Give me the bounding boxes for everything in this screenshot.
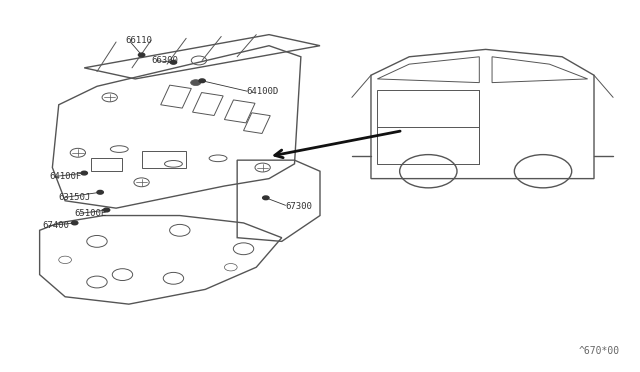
Text: 67300: 67300 [285, 202, 312, 211]
Text: 64100D: 64100D [246, 87, 279, 96]
Circle shape [72, 221, 78, 225]
Text: 65100E: 65100E [75, 209, 107, 218]
Circle shape [138, 53, 145, 57]
Text: 64100F: 64100F [49, 172, 81, 181]
Text: 66110: 66110 [125, 36, 152, 45]
Bar [225, 100, 255, 123]
Text: 67400: 67400 [43, 221, 70, 230]
Bar [141, 151, 186, 167]
Circle shape [191, 80, 201, 86]
Circle shape [103, 208, 109, 212]
Circle shape [81, 171, 88, 175]
Circle shape [262, 196, 269, 200]
Bar [244, 113, 270, 134]
Text: ^670*00: ^670*00 [579, 346, 620, 356]
Text: 66300: 66300 [151, 56, 178, 65]
Bar [161, 85, 191, 108]
Circle shape [97, 190, 103, 194]
Circle shape [199, 79, 205, 83]
Bar [91, 158, 122, 171]
Text: 63150J: 63150J [59, 193, 91, 202]
Bar [193, 93, 223, 115]
Circle shape [170, 61, 177, 64]
